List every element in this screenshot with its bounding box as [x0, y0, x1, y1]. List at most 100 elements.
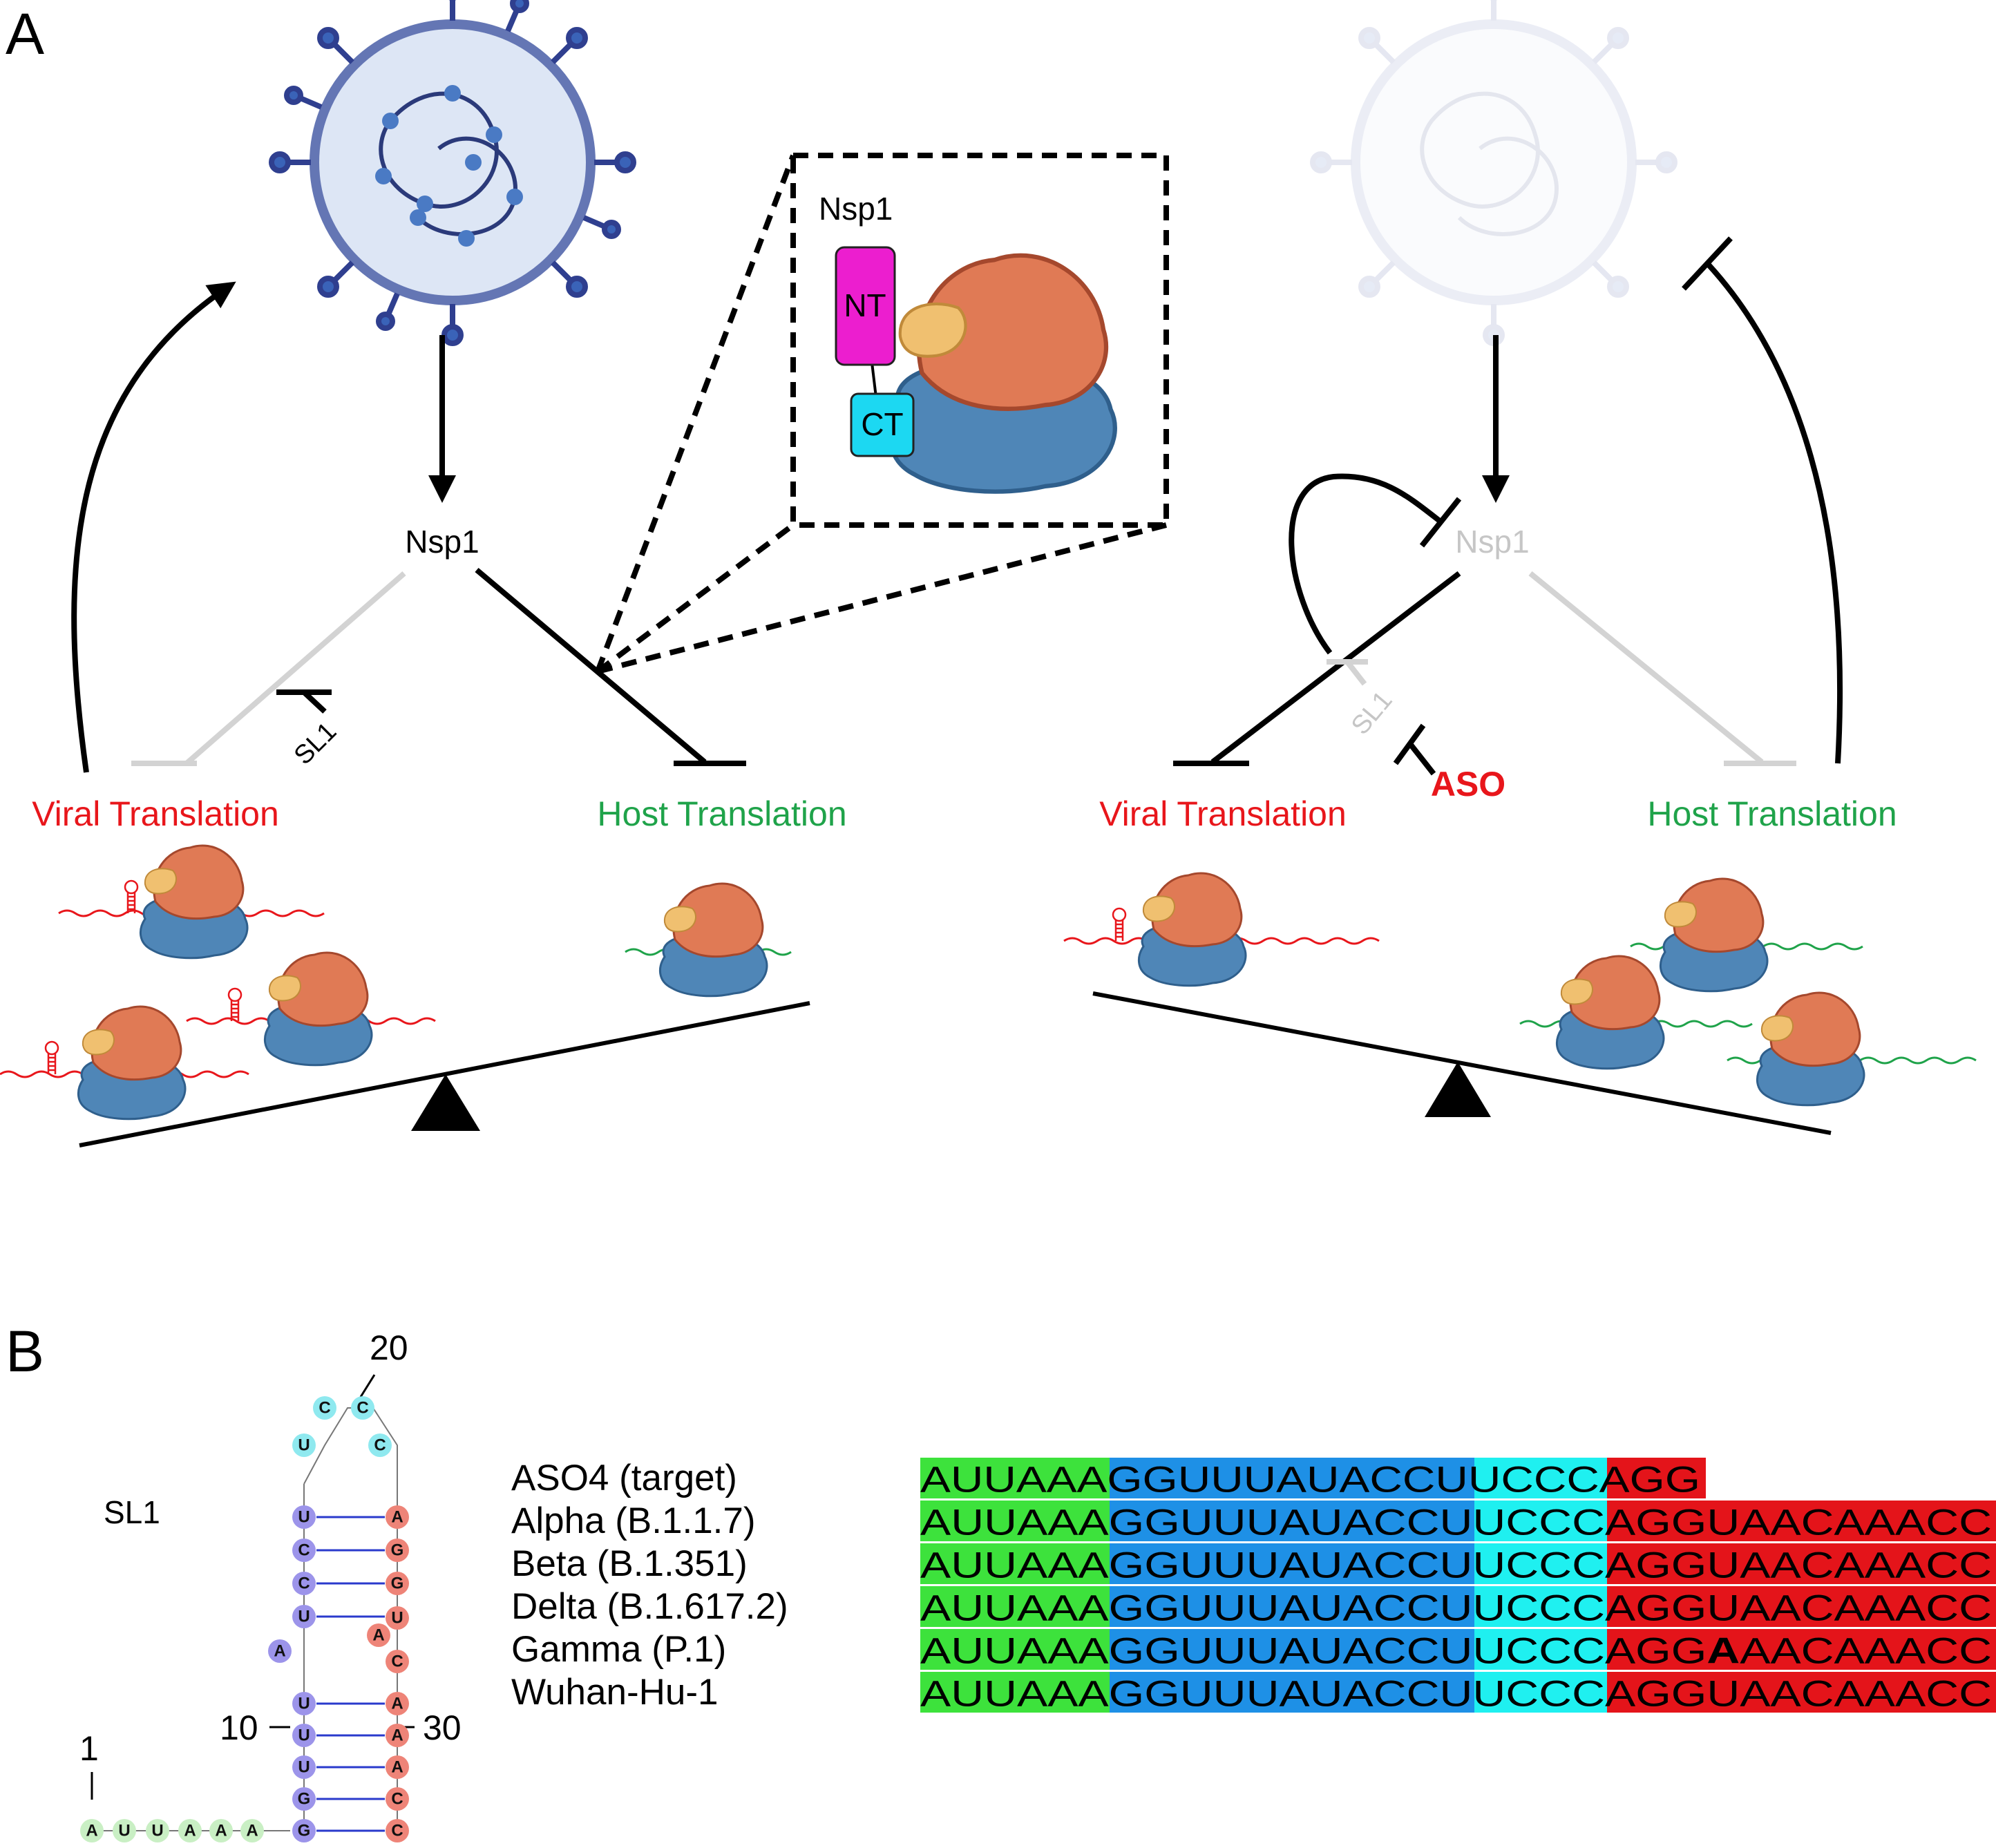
stem-right-nucleotide: C — [386, 1819, 409, 1842]
svg-text:C: C — [374, 1436, 386, 1455]
host-translation-right: Host Translation — [1647, 794, 1897, 833]
stem-left-nucleotide: C — [292, 1539, 316, 1562]
svg-text:C: C — [391, 1790, 403, 1809]
panel-a-label: A — [6, 1, 44, 66]
stem-right-nucleotide: A — [367, 1623, 390, 1647]
svg-text:U: U — [298, 1436, 310, 1455]
tail-nucleotide: U — [146, 1819, 169, 1842]
nsp1-label-left: Nsp1 — [405, 524, 479, 560]
ct-domain-icon — [850, 392, 915, 457]
nsp1-ribosome-inset: Nsp1 NT CT — [819, 191, 1115, 492]
nt-domain-icon — [835, 246, 896, 366]
svg-text:C: C — [357, 1399, 368, 1418]
panel-b-label: B — [6, 1319, 44, 1384]
svg-text:A: A — [391, 1726, 403, 1745]
sl1-label-right: SL1 — [1346, 686, 1398, 741]
sl1-structure-title: SL1 — [104, 1494, 160, 1530]
stem-left-nucleotide: U — [292, 1505, 316, 1529]
svg-text:A: A — [215, 1822, 227, 1840]
svg-text:A: A — [246, 1822, 258, 1840]
loop-nucleotide: C — [351, 1396, 374, 1420]
stem-right-nucleotide: U — [386, 1606, 409, 1630]
stem-right-nucleotide: A — [386, 1692, 409, 1715]
stem-left-nucleotide: U — [292, 1755, 316, 1779]
loop-nucleotide: C — [313, 1396, 336, 1420]
inset-title: Nsp1 — [819, 191, 893, 227]
stem-right-nucleotide: G — [386, 1572, 409, 1595]
stem-left-nucleotide: U — [292, 1724, 316, 1747]
svg-text:G: G — [391, 1541, 404, 1560]
stem-left-nucleotide: G — [292, 1819, 316, 1842]
loop-nucleotide: C — [368, 1433, 392, 1457]
sequence-text: AUUAAA GGUUUAUACCU UCCC AGGU AACAAACC — [920, 1502, 1992, 1543]
right-pathway — [1173, 236, 1843, 776]
nsp1-label-right: Nsp1 — [1455, 524, 1529, 560]
svg-text:C: C — [298, 1574, 310, 1593]
svg-text:C: C — [391, 1652, 403, 1671]
svg-text:U: U — [151, 1822, 163, 1840]
svg-text:U: U — [298, 1758, 310, 1777]
index-30: 30 — [423, 1708, 462, 1747]
svg-text:C: C — [319, 1399, 330, 1418]
viral-translation-right: Viral Translation — [1099, 794, 1347, 833]
svg-text:A: A — [391, 1695, 403, 1713]
svg-text:A: A — [184, 1822, 196, 1840]
svg-text:C: C — [298, 1541, 310, 1560]
stem-left-nucleotide: A — [268, 1639, 292, 1663]
left-balance — [79, 1001, 810, 1147]
svg-text:U: U — [298, 1508, 310, 1527]
svg-text:U: U — [298, 1608, 310, 1626]
stem-left-nucleotide: C — [292, 1572, 316, 1595]
variant-name: Alpha (B.1.1.7) — [511, 1501, 756, 1541]
tail-nucleotide: U — [113, 1819, 136, 1842]
variant-name: Delta (B.1.617.2) — [511, 1586, 788, 1627]
svg-text:A: A — [274, 1642, 285, 1661]
svg-text:A: A — [86, 1822, 97, 1840]
stem-right-nucleotide: C — [386, 1787, 409, 1811]
stem-right-nucleotide: A — [386, 1505, 409, 1529]
index-1: 1 — [79, 1729, 99, 1768]
left-pathway — [71, 281, 746, 773]
left-ribosomes — [0, 844, 792, 1121]
stem-left-nucleotide: U — [292, 1605, 316, 1628]
alignment-row: AUUAAA GGUUUAUACCU UCCC AGGU AACAAACC — [920, 1586, 1996, 1629]
virus-icon — [269, 0, 636, 346]
alignment-row: AUUAAA GGUUUAUACCU UCCC AGGU AACAAACC — [920, 1543, 1996, 1586]
variant-name: Gamma (P.1) — [511, 1629, 726, 1670]
alignment-row: AUUAAA GGUUUAUACCU UCCC AGGU AACAAACC — [920, 1501, 1996, 1543]
right-balance — [1092, 991, 1832, 1135]
tail-nucleotide: A — [240, 1819, 264, 1842]
tail-nucleotide: A — [178, 1819, 202, 1842]
alignment-row: AUUAAA GGUUUAUACCU UCCC AGGU AACAAACC — [920, 1672, 1996, 1714]
svg-text:C: C — [391, 1822, 403, 1840]
variant-name: Wuhan-Hu-1 — [511, 1672, 719, 1713]
stem-left-nucleotide: U — [292, 1692, 316, 1715]
ct-label: CT — [861, 406, 903, 442]
svg-text:U: U — [118, 1822, 130, 1840]
sequence-text: AUUAAA GGUUUAUACCU UCCC AGGU AACAAACC — [920, 1588, 1992, 1628]
variant-name: Beta (B.1.351) — [511, 1543, 748, 1584]
sequence-text: AUUAAA GGUUUAUACCU UCCC AGG A AACAAACC — [920, 1630, 1992, 1671]
stem-right-nucleotide: G — [386, 1539, 409, 1562]
svg-text:A: A — [372, 1626, 384, 1645]
aso-label: ASO — [1431, 765, 1505, 803]
svg-text:G: G — [298, 1822, 311, 1840]
index-20: 20 — [370, 1328, 408, 1367]
stem-left-nucleotide: G — [292, 1787, 316, 1811]
virus-faded-icon — [1310, 0, 1677, 346]
sequence-text: AUUAAA GGUUUAUACCU UCCC AGG — [920, 1459, 1700, 1500]
alignment-row: AUUAAA GGUUUAUACCU UCCC AGG — [920, 1458, 1706, 1501]
sl1-label-left: SL1 — [289, 717, 343, 771]
svg-text:G: G — [391, 1574, 404, 1593]
alignment-row-names: ASO4 (target)Alpha (B.1.1.7)Beta (B.1.35… — [511, 1458, 788, 1713]
svg-text:U: U — [298, 1695, 310, 1713]
nt-label: NT — [844, 287, 886, 323]
tail-nucleotide: A — [209, 1819, 233, 1842]
tail-nucleotide: A — [80, 1819, 104, 1842]
right-ribosomes — [1063, 872, 1977, 1107]
alignment-row: AUUAAA GGUUUAUACCU UCCC AGG A AACAAACC — [920, 1629, 1996, 1672]
svg-text:A: A — [391, 1508, 403, 1527]
